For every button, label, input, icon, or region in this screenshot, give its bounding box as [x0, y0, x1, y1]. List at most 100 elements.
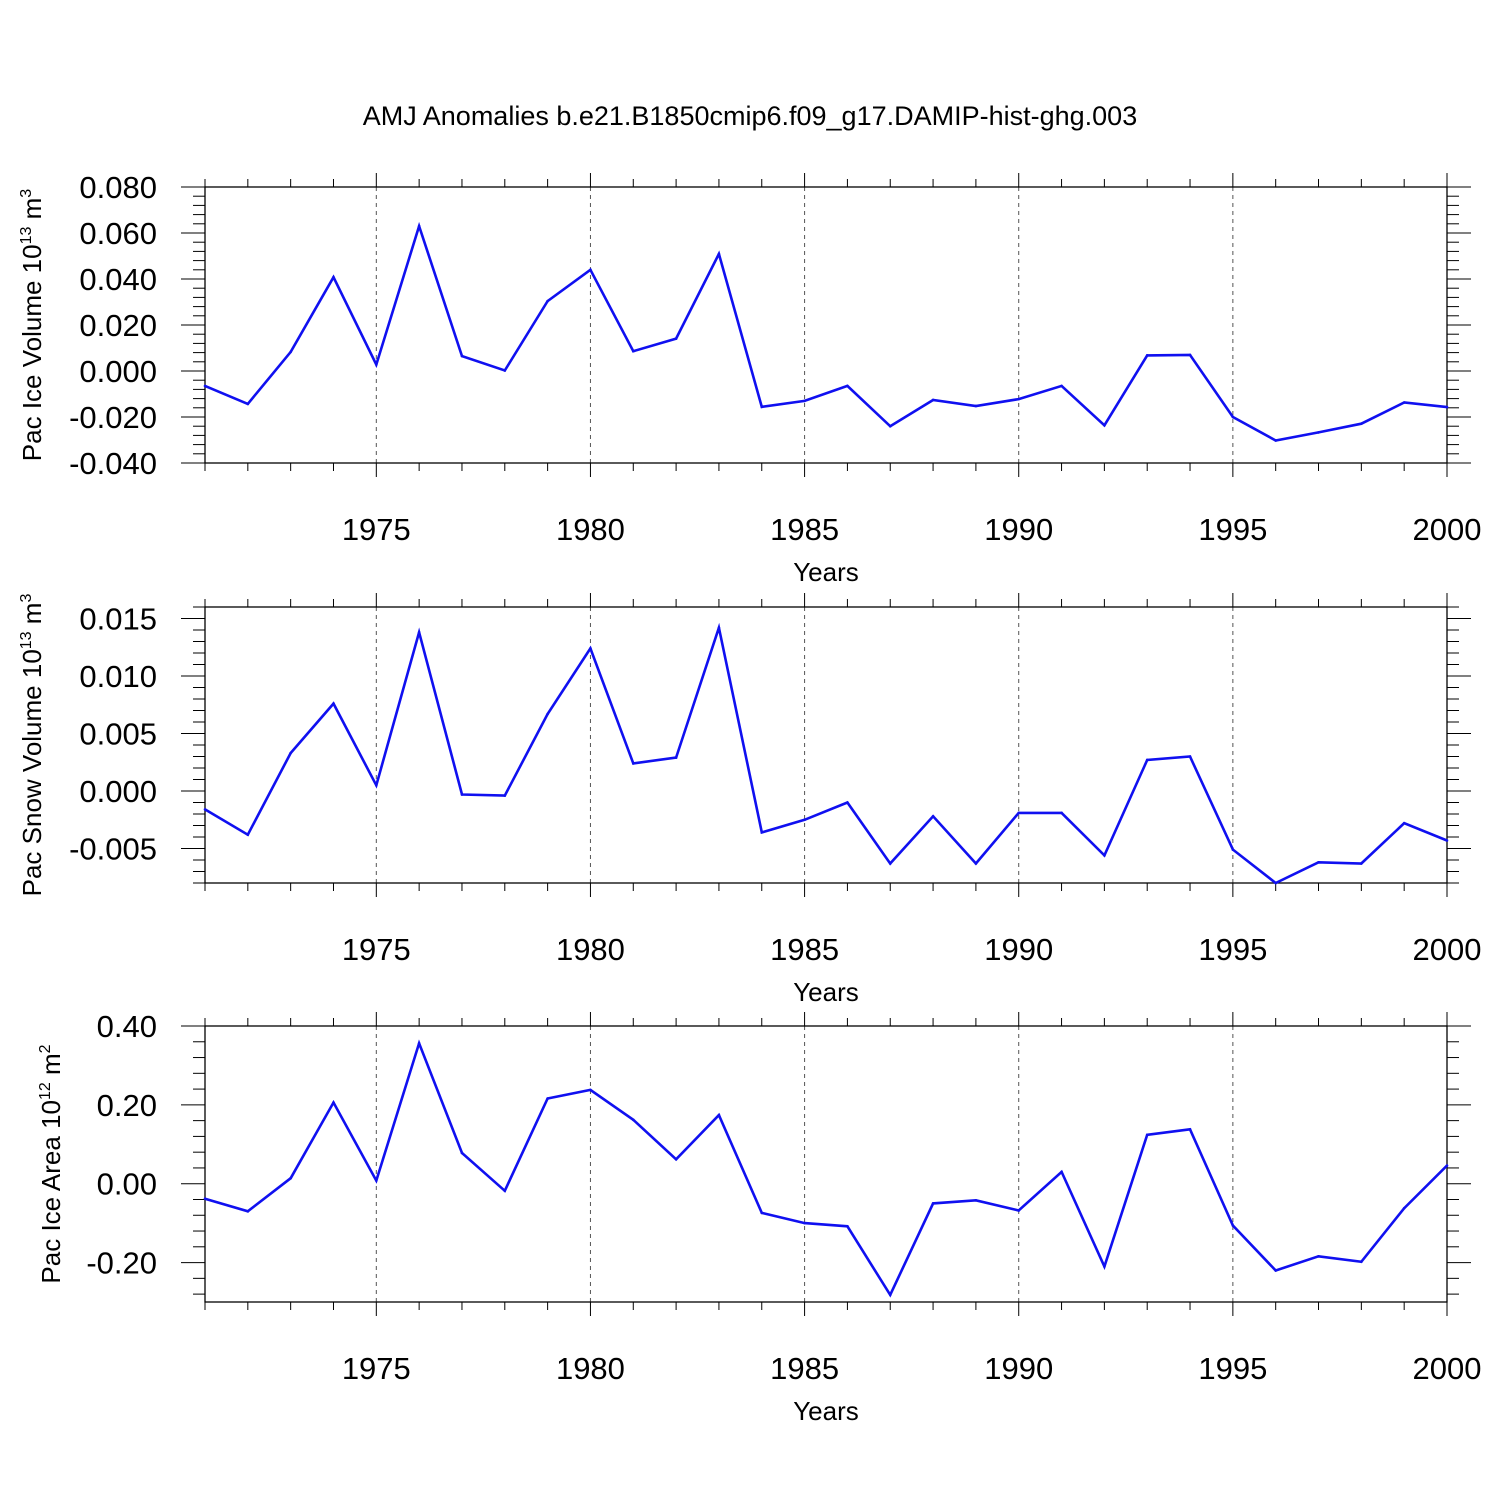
data-point [1445, 405, 1449, 409]
data-point [289, 751, 292, 755]
data-point [417, 1042, 421, 1045]
data-point [589, 1088, 592, 1092]
data-point [1188, 353, 1192, 357]
data-point [246, 402, 250, 406]
data-point [289, 1176, 292, 1180]
x-tick-label: 1985 [770, 512, 839, 547]
y-tick-label: 0.015 [79, 602, 157, 637]
x-tick-label: 1995 [1198, 932, 1267, 967]
data-point [503, 1189, 507, 1193]
plot-frame [204, 186, 1448, 464]
panel-1: -0.040 -0.020 0.000 0.020 0.040 0.060 0.080 197… [17, 170, 1481, 587]
y-tick-label: 0.080 [79, 170, 157, 205]
data-point [803, 1221, 806, 1225]
data-point [1274, 881, 1277, 885]
y-tick-label: -0.040 [69, 446, 157, 481]
data-point [1103, 1265, 1106, 1268]
y-tick-label: -0.005 [69, 832, 157, 867]
x-tick-label: 2000 [1413, 932, 1482, 967]
data-point [931, 398, 935, 402]
data-point [846, 384, 849, 388]
data-point [1188, 1128, 1192, 1131]
data-point [546, 712, 549, 716]
data-point [417, 631, 421, 634]
data-point [1317, 431, 1320, 434]
data-point [1060, 1170, 1063, 1174]
data-point [1274, 439, 1277, 442]
data-point [1060, 384, 1063, 388]
data-point [1017, 811, 1021, 815]
data-point [631, 349, 635, 353]
y-axis-label: Pac Ice Area 1012 m2 [36, 1044, 66, 1283]
data-point [931, 1202, 935, 1205]
panel-3: -0.20 0.00 0.20 0.40 1975 1980 1985 1990 1995 200… [36, 1009, 1481, 1426]
data-point [589, 268, 592, 272]
y-tick-label: 0.000 [79, 354, 157, 389]
x-tick-label: 1990 [984, 932, 1053, 967]
data-point [332, 275, 335, 279]
data-point [1231, 848, 1235, 851]
series-line [204, 1039, 1448, 1298]
data-point [1402, 401, 1406, 404]
data-point [974, 862, 978, 865]
data-point [203, 1197, 207, 1200]
data-point [674, 337, 678, 340]
data-point [717, 626, 721, 629]
data-point [803, 818, 806, 822]
data-point [1274, 1269, 1277, 1272]
data-point [1103, 854, 1106, 857]
y-tick-label: 0.040 [79, 262, 157, 297]
data-point [203, 808, 207, 811]
y-tick-label: 0.00 [97, 1167, 157, 1202]
data-point [1360, 1260, 1363, 1264]
data-point [1231, 415, 1235, 419]
data-point [1060, 811, 1063, 815]
data-point [1317, 861, 1320, 864]
data-point [1145, 758, 1149, 762]
data-point [888, 862, 892, 865]
data-point [631, 762, 635, 765]
x-axis-label: Years [793, 977, 859, 1007]
data-point [1017, 397, 1021, 401]
data-point [674, 756, 678, 759]
data-point [931, 815, 935, 818]
y-axis-label: Pac Ice Volume 1013 m3 [17, 189, 47, 462]
data-point [460, 1151, 464, 1155]
data-point [1188, 755, 1192, 758]
data-point [417, 224, 421, 228]
data-point [375, 363, 378, 366]
data-point [546, 1097, 549, 1100]
y-tick-label: 0.020 [79, 308, 157, 343]
data-point [1402, 1206, 1406, 1210]
plot-frame [204, 606, 1448, 884]
y-tick-label: -0.20 [86, 1246, 157, 1281]
data-point [1231, 1224, 1235, 1227]
data-point [1145, 354, 1149, 357]
x-tick-label: 1995 [1198, 1351, 1267, 1386]
data-point [674, 1157, 678, 1161]
x-tick-label: 1975 [342, 1351, 411, 1386]
data-point [246, 833, 250, 836]
y-tick-label: 0.40 [97, 1009, 157, 1044]
x-tick-label: 1985 [770, 1351, 839, 1386]
data-point [203, 384, 207, 388]
y-tick-label: 0.000 [79, 774, 157, 809]
data-point [717, 1113, 721, 1117]
data-point [460, 793, 464, 796]
y-tick-label: 0.20 [97, 1088, 157, 1123]
x-axis-label: Years [793, 557, 859, 587]
data-point [1445, 1164, 1449, 1167]
data-point [760, 831, 764, 834]
data-point [289, 350, 292, 354]
x-tick-label: 1995 [1198, 512, 1267, 547]
data-point [246, 1210, 250, 1213]
x-tick-label: 1990 [984, 1351, 1053, 1386]
data-point [1445, 839, 1449, 842]
data-point [631, 1118, 635, 1122]
x-tick-label: 1975 [342, 512, 411, 547]
x-tick-label: 1980 [556, 1351, 625, 1386]
series-line [204, 622, 1448, 885]
data-point [460, 354, 464, 358]
x-tick-label: 1985 [770, 932, 839, 967]
